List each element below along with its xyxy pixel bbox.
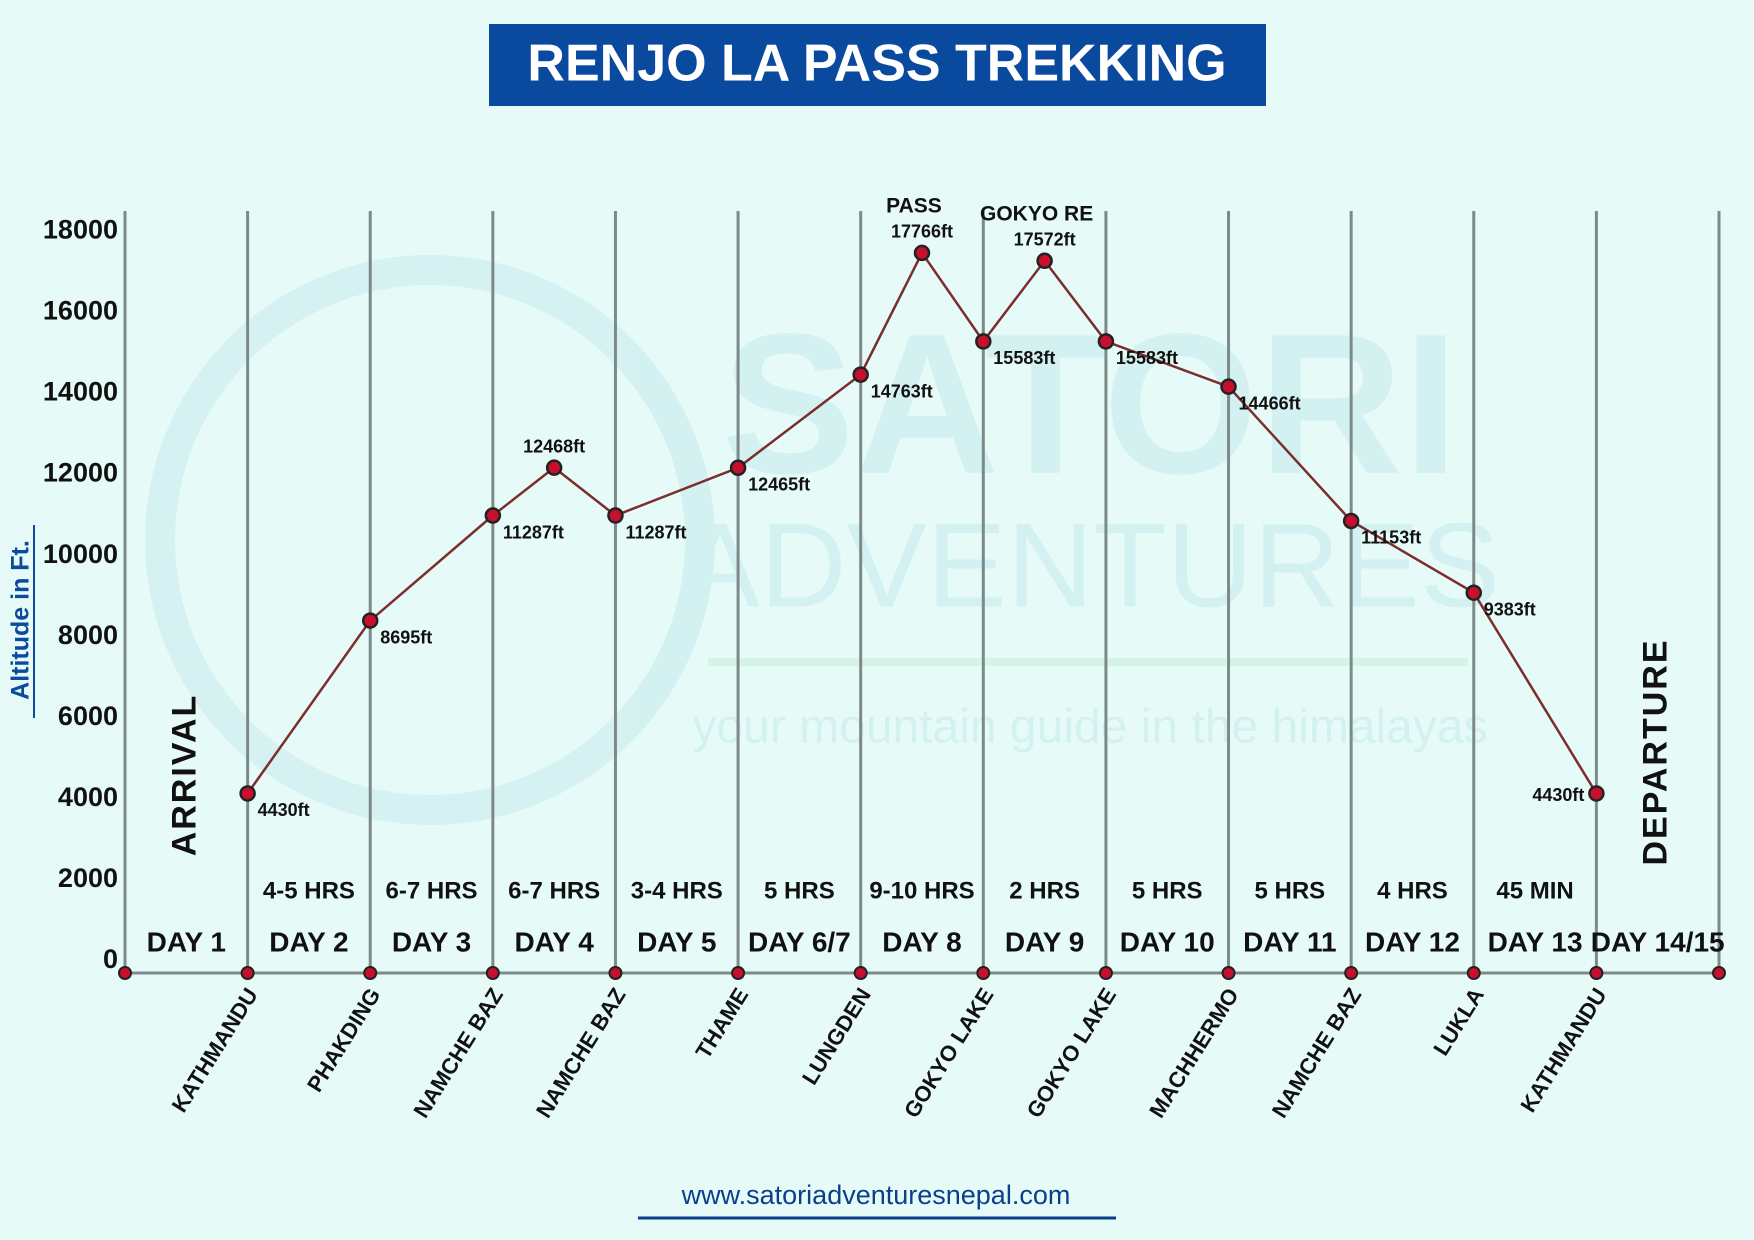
- point: [975, 333, 992, 350]
- duration-label: 5 HRS: [1132, 877, 1203, 904]
- point: [913, 244, 931, 262]
- axis-dot: [485, 966, 500, 980]
- duration-label: 2 HRS: [1009, 877, 1080, 904]
- title-box: [489, 24, 1266, 106]
- day-label: DAY 5: [637, 926, 716, 957]
- day-label: DAY 3: [392, 926, 471, 957]
- y-tick-label: 10000: [43, 539, 118, 569]
- axis-dot: [118, 966, 132, 980]
- value-label: 15583ft: [1116, 348, 1178, 368]
- axis-dot: [976, 966, 991, 980]
- y-tick-label: 18000: [43, 215, 118, 245]
- point-annotation: GOKYO RE: [980, 202, 1093, 225]
- axis-dot: [1344, 966, 1359, 980]
- duration-label: 6-7 HRS: [508, 877, 600, 904]
- point: [852, 366, 869, 383]
- value-label: 4430ft: [258, 800, 310, 820]
- watermark: SATORI ADVENTURES your mountain guide in…: [145, 255, 1500, 825]
- duration-label: 6-7 HRS: [386, 877, 478, 904]
- point: [361, 612, 379, 629]
- point: [1342, 512, 1360, 530]
- day-label: DAY 11: [1243, 926, 1336, 957]
- value-label: 15583ft: [993, 348, 1055, 368]
- value-label: 9383ft: [1484, 599, 1536, 619]
- point: [545, 459, 563, 476]
- day-label: DAY 1: [147, 926, 226, 957]
- chart-title: RENJO LA PASS TREKKING: [527, 35, 1226, 93]
- value-label: 14466ft: [1239, 393, 1301, 413]
- y-tick-label: 4000: [58, 782, 118, 812]
- duration-label: 4 HRS: [1377, 877, 1448, 904]
- value-label: 4430ft: [1532, 785, 1584, 805]
- y-tick-label: 2000: [58, 863, 118, 893]
- point: [1588, 785, 1605, 802]
- axis-dot: [1098, 966, 1113, 980]
- point: [1097, 333, 1115, 350]
- duration-label: 3-4 HRS: [631, 877, 723, 904]
- day-label: DAY 8: [882, 926, 961, 957]
- value-label: 11287ft: [625, 522, 686, 542]
- point: [484, 507, 502, 524]
- point: [1036, 252, 1053, 270]
- axis-dot: [1466, 966, 1481, 980]
- value-label: 8695ft: [380, 627, 432, 647]
- point: [1220, 378, 1237, 395]
- day-label: DAY 2: [269, 926, 348, 957]
- watermark-rule: [708, 658, 1468, 666]
- axis-dot: [1712, 966, 1726, 980]
- day-label: DAY 6/7: [748, 926, 851, 957]
- axis-dot: [731, 966, 746, 980]
- website: www.satoriadventuresnepal.com: [681, 1180, 1071, 1210]
- day-label: DAY 12: [1365, 926, 1460, 957]
- y-tick-label: 14000: [43, 377, 118, 407]
- day-label: DAY 4: [514, 926, 594, 957]
- value-label: 14763ft: [871, 381, 933, 401]
- departure-label: DEPARTURE: [1637, 638, 1675, 865]
- day-label: DAY 10: [1120, 926, 1215, 957]
- duration-label: 9-10 HRS: [869, 877, 974, 904]
- axis-dot: [853, 966, 868, 980]
- axis-dot: [240, 966, 255, 980]
- point: [607, 507, 624, 524]
- duration-label: 5 HRS: [764, 877, 835, 904]
- value-label: 17572ft: [1014, 230, 1076, 250]
- watermark-text: ADVENTURES: [680, 499, 1500, 633]
- watermark-logo: [145, 255, 715, 825]
- value-label: 11287ft: [503, 522, 564, 542]
- y-tick-label: 6000: [58, 701, 118, 731]
- point: [729, 459, 747, 477]
- value-label: 12465ft: [748, 475, 810, 495]
- watermark-text: SATORI: [721, 293, 1458, 516]
- arrival-label: ARRIVAL: [165, 694, 203, 857]
- watermark-text: your mountain guide in the himalayas: [692, 701, 1487, 754]
- value-label: 17766ft: [891, 222, 953, 242]
- duration-label: 4-5 HRS: [263, 877, 355, 904]
- y-tick-label: 0: [103, 944, 118, 974]
- value-label: 11153ft: [1361, 528, 1421, 548]
- axis-dot: [1221, 966, 1236, 980]
- day-label: DAY 13: [1488, 926, 1583, 957]
- duration-label: 5 HRS: [1255, 877, 1326, 904]
- axis-dot: [1589, 966, 1604, 980]
- point-annotation: PASS: [886, 194, 942, 217]
- day-label: DAY 9: [1005, 926, 1084, 957]
- y-tick-label: 12000: [43, 458, 118, 488]
- point: [1465, 584, 1483, 601]
- axis-dot: [608, 966, 623, 980]
- value-label: 12468ft: [523, 436, 585, 456]
- point: [239, 785, 256, 802]
- y-tick-label: 16000: [43, 296, 118, 326]
- day-label: DAY 14/15: [1591, 926, 1725, 957]
- y-tick-label: 8000: [58, 620, 118, 650]
- duration-label: 45 MIN: [1496, 877, 1573, 904]
- axis-dot: [363, 966, 378, 980]
- y-axis-label: Altitude in Ft.: [7, 540, 35, 700]
